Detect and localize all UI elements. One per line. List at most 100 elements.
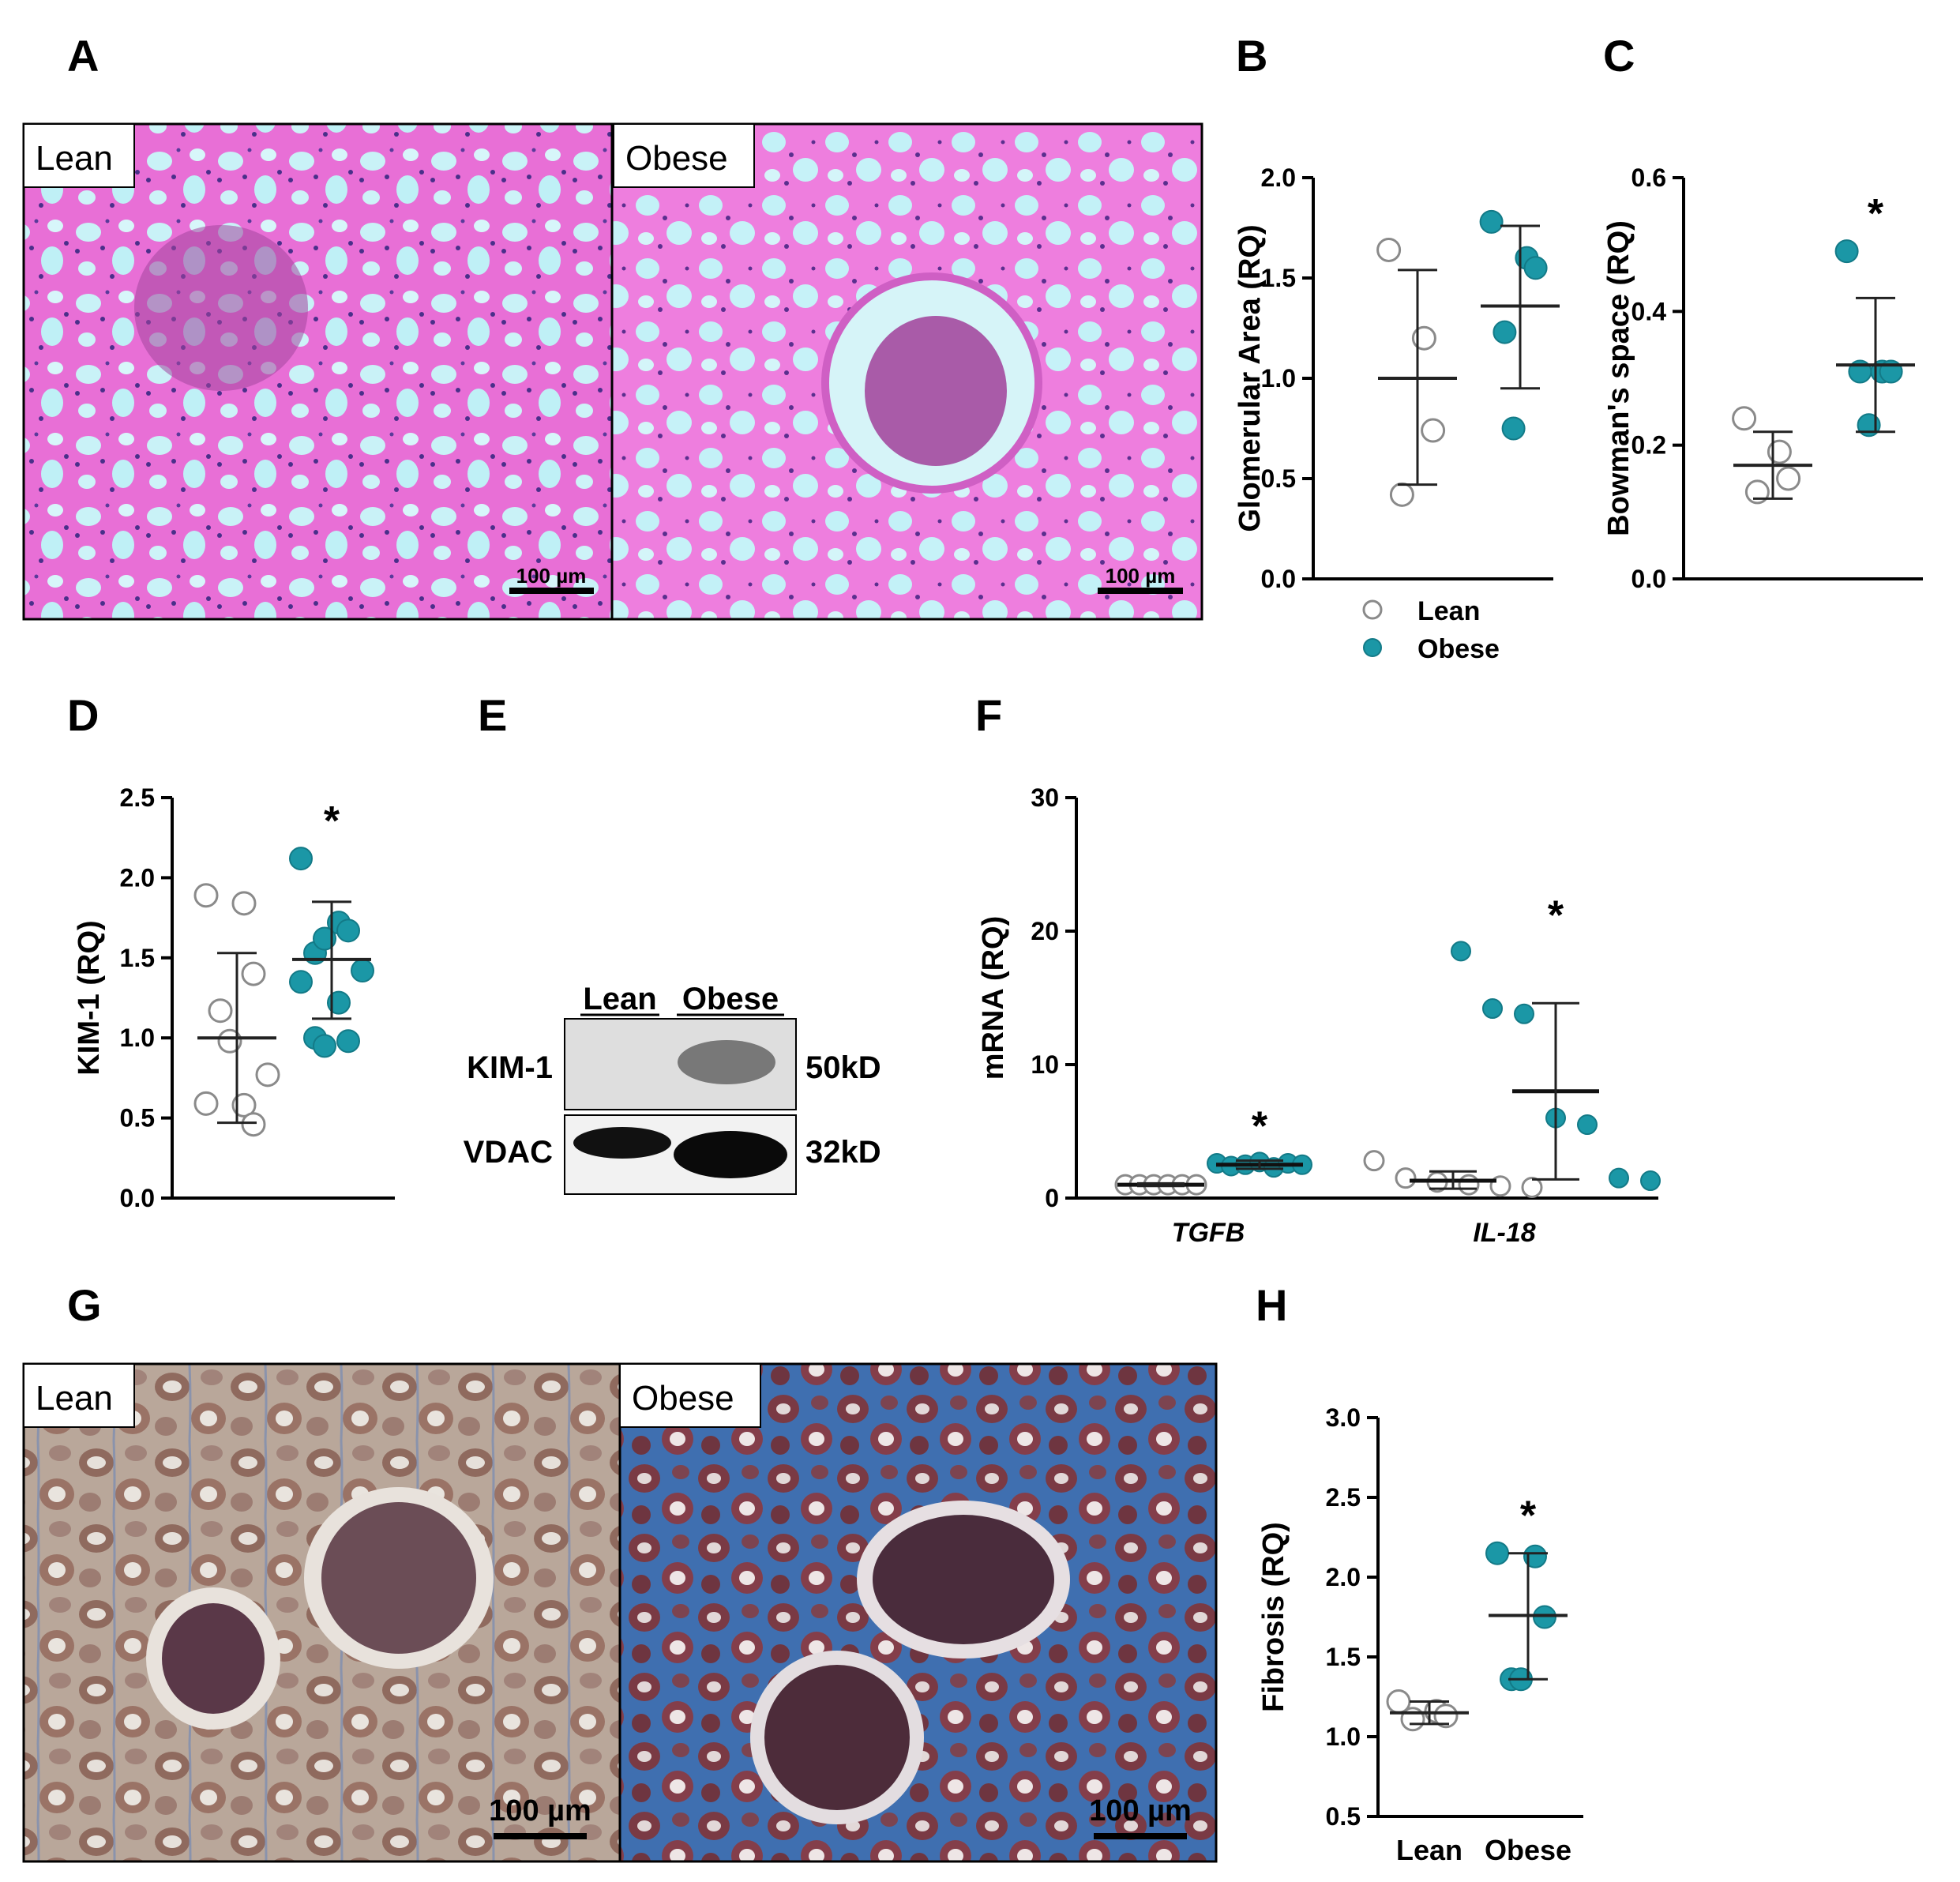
chart-f-point-lean — [1363, 1150, 1385, 1172]
chart-d-y-tick-label: 0.5 — [120, 1104, 155, 1133]
chart-b-point-obese — [1479, 209, 1504, 234]
trichrome-histology-lean — [22, 1362, 621, 1863]
pas-label-obese-box: Obese — [613, 123, 755, 188]
chart-b-point-lean — [1421, 418, 1446, 443]
trichrome-label-obese-box: Obese — [619, 1363, 761, 1428]
chart-b-point-obese — [1493, 320, 1517, 344]
chart-h-y-tick-label: 2.0 — [1326, 1563, 1361, 1591]
pas-scale-label-lean: 100 µm — [516, 564, 587, 588]
chart-f-point-obese — [1577, 1114, 1598, 1136]
chart-c-significance-marker: * — [1868, 191, 1884, 237]
chart-h-x-tick-label: Obese — [1485, 1834, 1571, 1866]
chart-d-point-obese — [336, 918, 360, 943]
chart-d-point-lean — [193, 883, 219, 908]
chart-c-point-lean — [1732, 406, 1757, 431]
pas-label-lean: Lean — [36, 139, 113, 178]
chart-b-y-tick-label: 0.5 — [1261, 464, 1296, 493]
trichrome-label-lean: Lean — [36, 1379, 113, 1418]
chart-glomerular-area: 0.0 0.5 1.0 1.5 2.0 Glomerular Area (RQ) — [1233, 163, 1560, 593]
chart-d-point-lean — [193, 1091, 219, 1116]
chart-b-y-axis-label: Glomerular Area (RQ) — [1233, 224, 1267, 532]
chart-f-point-lean — [1395, 1167, 1417, 1189]
panel-letter-e: E — [478, 690, 507, 740]
chart-d-point-lean — [255, 1062, 280, 1088]
chart-mrna: 0 10 20 30 mRNA (RQ) * TGFB * IL-18 — [977, 783, 1661, 1248]
chart-c-y-tick-label: 0.6 — [1631, 163, 1666, 192]
chart-f-x-tick-label: IL-18 — [1473, 1218, 1535, 1248]
chart-f-significance-marker: * — [1548, 892, 1564, 938]
chart-d-point-lean — [208, 998, 233, 1024]
panel-letter-b: B — [1236, 31, 1267, 81]
chart-h-significance-marker: * — [1520, 1493, 1537, 1539]
chart-d-y-tick-label: 2.5 — [120, 783, 155, 812]
pas-scale-bar-lean: 100 µm — [509, 564, 594, 594]
trichrome-histology-obese — [618, 1362, 1218, 1863]
chart-d-point-lean — [231, 891, 257, 916]
panel-letter-g: G — [67, 1280, 102, 1330]
chart-f-point-obese — [1640, 1170, 1661, 1192]
pas-label-obese: Obese — [625, 139, 728, 178]
chart-d-point-lean — [241, 961, 266, 986]
chart-b-y-tick-label: 1.0 — [1261, 364, 1296, 393]
chart-kim1: 0.0 0.5 1.0 1.5 2.0 2.5 KIM-1 (RQ) * — [73, 783, 395, 1212]
western-blot: Lean Obese KIM-1 VDAC 50kD 32kD — [464, 982, 881, 1195]
wb-protein-vdac: VDAC — [464, 1135, 553, 1170]
legend-marker-obese — [1363, 638, 1382, 657]
pas-histology-obese — [610, 122, 1203, 621]
panel-letter-d: D — [67, 690, 99, 740]
wb-band-kim1-obese — [678, 1040, 775, 1084]
chart-b-y-tick-label: 0.0 — [1261, 565, 1296, 593]
wb-lane-label-obese: Obese — [682, 982, 779, 1016]
pas-label-lean-box: Lean — [23, 123, 135, 188]
chart-h-point-lean — [1433, 1704, 1459, 1729]
wb-lane-label-lean: Lean — [583, 982, 656, 1016]
chart-f-y-tick-label: 30 — [1031, 783, 1059, 812]
chart-d-point-lean — [231, 1092, 257, 1118]
wb-band-vdac-lean — [573, 1127, 671, 1159]
chart-f-x-tick-label: TGFB — [1172, 1218, 1245, 1248]
panel-letter-a: A — [67, 31, 99, 81]
chart-f-significance-marker: * — [1252, 1103, 1268, 1149]
trichrome-scale-label-obese: 100 µm — [1089, 1794, 1192, 1828]
chart-d-point-obese — [313, 926, 336, 951]
chart-c-y-tick-label: 0.2 — [1631, 431, 1666, 460]
trichrome-label-obese: Obese — [632, 1379, 734, 1418]
chart-f-y-axis-label: mRNA (RQ) — [977, 916, 1010, 1080]
chart-d-y-tick-label: 0.0 — [120, 1184, 155, 1212]
chart-h-point-obese — [1485, 1541, 1509, 1565]
chart-b-point-obese — [1501, 416, 1526, 441]
trichrome-scale-label-lean: 100 µm — [489, 1794, 591, 1828]
chart-f-point-obese — [1451, 941, 1471, 962]
chart-h-point-obese — [1533, 1605, 1556, 1629]
panel-letter-h: H — [1256, 1280, 1287, 1330]
chart-h-y-tick-label: 1.0 — [1326, 1722, 1361, 1751]
chart-f-y-tick-label: 20 — [1031, 917, 1059, 945]
chart-c-point-lean — [1776, 466, 1801, 491]
chart-d-point-obese — [289, 847, 313, 871]
panel-letter-c: C — [1603, 31, 1635, 81]
wb-band-vdac-obese — [674, 1131, 787, 1178]
chart-h-x-tick-label: Lean — [1396, 1834, 1462, 1866]
chart-h-y-axis-label: Fibrosis (RQ) — [1257, 1522, 1290, 1712]
chart-d-y-axis-label: KIM-1 (RQ) — [73, 920, 106, 1075]
trichrome-scale-bar-obese: 100 µm — [1089, 1794, 1192, 1839]
legend-marker-lean — [1362, 599, 1383, 620]
trichrome-label-lean-box: Lean — [23, 1363, 135, 1428]
chart-f-y-tick-label: 0 — [1045, 1184, 1059, 1212]
chart-d-y-tick-label: 1.0 — [120, 1024, 155, 1052]
chart-d-y-tick-label: 2.0 — [120, 863, 155, 892]
chart-f-point-obese — [1609, 1167, 1629, 1189]
wb-mw-kim1: 50kD — [805, 1050, 881, 1085]
chart-b-y-tick-label: 2.0 — [1261, 163, 1296, 192]
chart-c-y-axis-label: Bowman's space (RQ) — [1602, 220, 1635, 536]
legend: Lean Obese — [1362, 596, 1500, 664]
chart-f-y-tick-label: 10 — [1031, 1050, 1059, 1079]
chart-h-y-tick-label: 1.5 — [1326, 1643, 1361, 1671]
legend-label-lean: Lean — [1417, 596, 1480, 626]
chart-c-point-obese — [1834, 239, 1859, 264]
chart-h-y-tick-label: 2.5 — [1326, 1483, 1361, 1512]
chart-d-point-obese — [313, 1034, 336, 1058]
chart-h-y-tick-label: 0.5 — [1326, 1802, 1361, 1831]
chart-d-point-obese — [351, 959, 374, 983]
